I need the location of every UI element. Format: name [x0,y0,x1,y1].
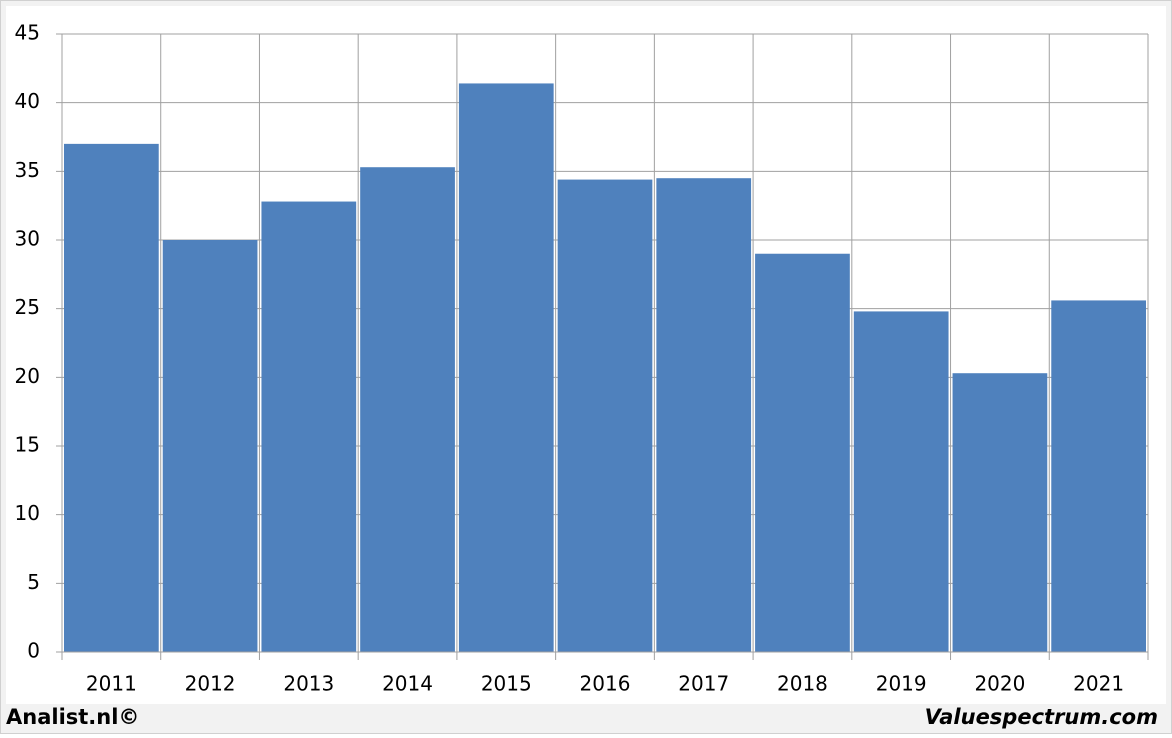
bar [64,143,159,652]
x-tick-label: 2018 [777,672,828,696]
x-tick-label: 2015 [481,672,532,696]
bar [162,240,258,652]
bar [755,253,850,652]
y-tick-label: 15 [15,433,40,457]
x-tick-label: 2019 [876,672,927,696]
bar [853,311,949,652]
x-tick-label: 2016 [580,672,631,696]
x-tick-label: 2020 [974,672,1025,696]
bar [458,83,554,652]
y-tick-label: 25 [15,295,40,319]
bar [261,201,357,652]
y-tick-label: 5 [27,570,40,594]
y-tick-label: 20 [15,364,40,388]
x-tick-label: 2013 [283,672,334,696]
bar [656,178,752,652]
x-tick-label: 2011 [86,672,137,696]
y-tick-label: 45 [15,21,40,45]
y-tick-label: 35 [15,158,40,182]
bar [952,373,1048,652]
y-tick-label: 10 [15,501,40,525]
bar [557,179,653,652]
x-tick-label: 2014 [382,672,433,696]
y-tick-label: 0 [27,639,40,663]
footer-left: Analist.nl© [6,705,139,729]
bar [360,167,455,653]
x-tick-label: 2012 [185,672,236,696]
x-tick-label: 2017 [678,672,729,696]
footer-right: Valuespectrum.com [925,705,1158,729]
bar [1051,300,1146,652]
x-tick-label: 2021 [1073,672,1124,696]
y-tick-label: 40 [15,89,40,113]
y-tick-label: 30 [15,227,40,251]
